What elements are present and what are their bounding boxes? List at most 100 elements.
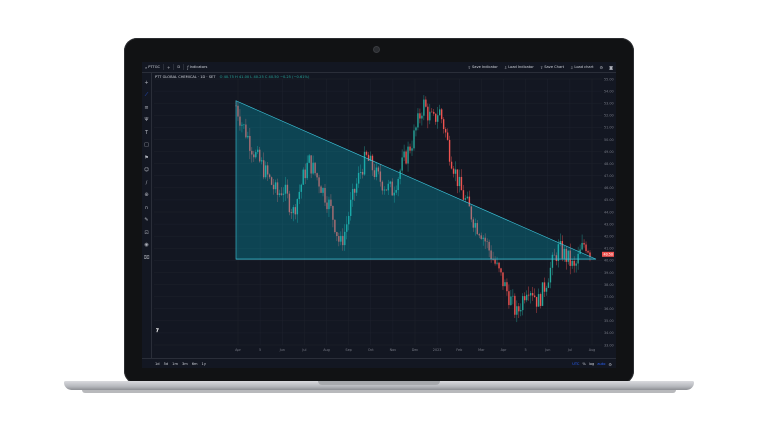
candle-body [385, 189, 388, 191]
candle-body [464, 198, 467, 200]
load-chart-button[interactable]: ⇩ Load chart [567, 62, 596, 72]
range-button[interactable]: 1m [172, 362, 178, 366]
toolbar-divider [173, 64, 175, 70]
load-indicator-button[interactable]: ⇩ Load Indicator [501, 62, 537, 72]
ruler-icon[interactable]: ∕ [145, 179, 148, 186]
utc-label[interactable]: UTC [572, 362, 580, 366]
y-tick-label: 47.00 [604, 174, 614, 178]
candle-body [472, 219, 475, 228]
emoji-icon[interactable]: ☺ [143, 167, 150, 173]
log-scale-toggle[interactable]: log [588, 362, 595, 366]
camera-icon: ◙ [609, 64, 613, 70]
save-chart-button[interactable]: ⇪ Save Chart [537, 62, 567, 72]
candle-body [411, 148, 413, 151]
candle-body [490, 250, 492, 260]
load-icon: ⇩ [570, 64, 574, 70]
candle-body [328, 199, 330, 210]
candle-body [296, 199, 299, 215]
rectangle-tool-icon[interactable]: □ [144, 142, 149, 148]
candle-body [395, 190, 397, 193]
candle-body [573, 260, 575, 266]
range-button[interactable]: 1y [201, 362, 206, 366]
price-chart[interactable]: 55.00 54.00 53.00 52.00 51.00 50.00 49.00 48.00… [152, 73, 616, 357]
candle-body [340, 235, 342, 242]
candle-body [403, 151, 405, 158]
indicators-button[interactable]: ƒ Indicators [184, 62, 210, 72]
magnet-icon[interactable]: ∩ [144, 204, 149, 211]
candle-body [365, 151, 368, 155]
interval-button[interactable]: D [174, 62, 183, 72]
zoom-icon[interactable]: ⊕ [144, 192, 149, 198]
candle-body [549, 267, 552, 283]
settings-button[interactable]: ⚙ [597, 62, 607, 72]
x-tick-label: Apr [235, 348, 241, 352]
candle-body [575, 263, 577, 266]
snapshot-button[interactable]: ◙ [606, 62, 616, 72]
candle-body [312, 162, 314, 174]
compare-symbol-button[interactable]: + [164, 62, 173, 72]
candle-body [423, 99, 425, 116]
candle-body [429, 111, 431, 121]
x-tick-label: 5 [525, 348, 527, 352]
candle-body [484, 237, 486, 242]
y-tick-label: 33.00 [604, 343, 614, 347]
candle-body [470, 206, 473, 220]
x-tick-label: Jun [279, 348, 285, 352]
laptop-screen: ⌕ PTTGC + D ƒ Indicators ⇪ Save Indicato… [142, 62, 616, 368]
candle-body [302, 169, 304, 185]
y-tick-label: 35.00 [604, 319, 614, 323]
candle-body [334, 219, 336, 233]
crosshair-icon[interactable]: + [144, 79, 149, 86]
candle-body [518, 306, 520, 312]
toolbar-divider [163, 64, 165, 70]
eye-icon[interactable]: ◉ [144, 242, 149, 248]
candle-body [535, 296, 538, 307]
candle-body [353, 188, 356, 193]
candle-body [381, 181, 384, 191]
flag-icon[interactable]: ⚑ [144, 154, 149, 161]
candle-body [306, 162, 308, 179]
pencil-icon[interactable]: ✎ [144, 217, 149, 223]
y-tick-label: 50.00 [604, 138, 614, 142]
trash-icon[interactable]: ⌧ [143, 254, 150, 261]
percent-scale-toggle[interactable]: % [582, 362, 586, 366]
candle-body [359, 171, 362, 173]
gear-icon[interactable]: ⚙ [608, 361, 612, 367]
candle-body [415, 127, 417, 131]
pitchfork-icon[interactable]: Ψ [144, 117, 149, 123]
candle-body [342, 235, 344, 246]
symbol-search-button[interactable]: ⌕ PTTGC [142, 62, 163, 72]
candle-body [476, 223, 478, 235]
lock-icon[interactable]: ⊡ [144, 229, 149, 236]
candle-body [286, 184, 289, 194]
candle-body [245, 124, 247, 138]
candle-body [571, 260, 573, 266]
y-tick-label: 46.00 [604, 186, 614, 190]
auto-scale-toggle[interactable]: auto [597, 362, 606, 366]
trendline-tool-icon[interactable]: ⟋ [144, 92, 149, 98]
candle-body [440, 109, 443, 120]
gear-icon: ⚙ [599, 64, 604, 70]
candle-body [448, 139, 451, 162]
range-button[interactable]: 6m [191, 362, 198, 366]
candle-body [268, 174, 271, 178]
triangle-pattern-drawing [235, 100, 597, 260]
laptop-shadow [82, 390, 676, 393]
candle-body [585, 244, 587, 252]
candle-body [419, 113, 421, 119]
candle-body [543, 282, 546, 292]
y-tick-label: 36.00 [604, 307, 614, 311]
range-button[interactable]: 3m [181, 362, 188, 366]
range-button[interactable]: 5d [163, 362, 169, 366]
range-button[interactable]: 1d [155, 362, 160, 366]
text-tool-icon[interactable]: T [144, 129, 149, 136]
fib-retracement-icon[interactable]: ≡ [144, 104, 149, 111]
save-indicator-button[interactable]: ⇪ Save Indicator [465, 62, 501, 72]
candle-body [510, 296, 512, 306]
candle-body [253, 154, 255, 158]
candle-body [298, 191, 300, 200]
candle-body [561, 241, 564, 259]
candle-body [527, 294, 530, 296]
candle-body [413, 130, 415, 149]
y-tick-label: 45.00 [604, 198, 614, 202]
